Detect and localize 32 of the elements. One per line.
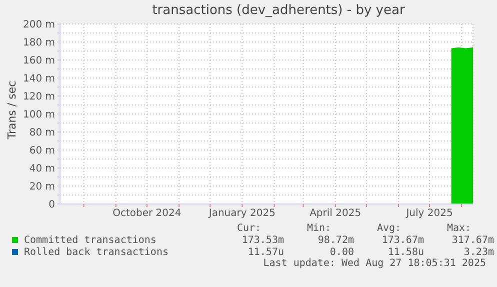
y-axis-title: Trans / sec — [6, 80, 18, 140]
y-tick-label: 140 m — [22, 74, 55, 85]
text: 317.67m — [450, 234, 494, 246]
text: 173.53m — [240, 234, 284, 246]
legend-label: Committed transactions — [23, 234, 158, 246]
y-tick-label: 100 m — [22, 110, 55, 121]
text: 11.57u — [246, 246, 284, 258]
y-tick-label: 180 m — [22, 38, 55, 49]
text: Cur: — [236, 222, 262, 234]
y-tick-label: 60 m — [29, 146, 55, 157]
text: 0.00 — [328, 246, 354, 258]
text: 98.72m — [316, 234, 354, 246]
x-tick-label: April 2025 — [310, 208, 362, 220]
y-tick-label: 40 m — [29, 164, 55, 175]
x-tick-label: January 2025 — [208, 208, 276, 220]
y-tick-label: 0 — [48, 200, 55, 211]
text: 173.67m — [380, 234, 424, 246]
text: Min: — [306, 222, 332, 234]
chart-title: transactions (dev_adherents) - by year — [151, 3, 406, 18]
y-tick-label: 80 m — [29, 128, 55, 139]
text: 11.58u — [386, 246, 424, 258]
text: Max: — [446, 222, 472, 234]
text: Avg: — [376, 222, 402, 234]
x-tick-label: July 2025 — [405, 208, 453, 220]
y-tick-label: 200 m — [22, 20, 55, 31]
text: 3.23m — [462, 246, 494, 258]
y-tick-label: 20 m — [29, 182, 55, 193]
x-tick-label: October 2024 — [112, 208, 182, 220]
legend-label: Rolled back transactions — [23, 246, 170, 258]
y-tick-label: 120 m — [22, 92, 55, 103]
y-tick-label: 160 m — [22, 56, 55, 67]
text: Last update: Wed Aug 27 18:05:31 2025 — [262, 258, 486, 269]
